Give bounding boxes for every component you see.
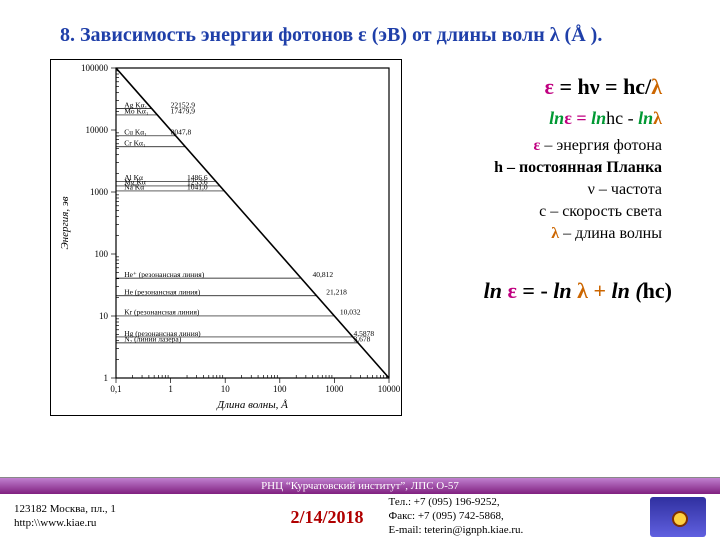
svg-text:100000: 100000 [81,63,109,73]
svg-text:N₂ (линии лазера): N₂ (линии лазера) [124,335,182,344]
svg-text:10000: 10000 [378,384,401,394]
svg-text:100: 100 [95,249,109,259]
footer-bar: РНЦ “Курчатовский институт”, ЛПС О-57 [0,477,720,494]
svg-text:8047,8: 8047,8 [171,128,192,137]
svg-text:1: 1 [168,384,173,394]
svg-text:10: 10 [221,384,231,394]
svg-text:0,1: 0,1 [110,384,121,394]
def-h: h – постоянная Планка [422,159,680,177]
def-c: c – скорость света [422,203,680,221]
svg-text:Длина волны, Å: Длина волны, Å [216,399,288,411]
svg-text:21,218: 21,218 [326,288,347,297]
footer-date: 2/14/2018 [291,507,364,528]
svg-text:10000: 10000 [86,125,109,135]
footer-address: 123182 Москва, пл., 1 http:\\www.kiae.ru [14,503,266,531]
svg-text:3,678: 3,678 [354,335,371,344]
svg-text:Na Kα: Na Kα [124,183,144,192]
svg-text:Kr (резонансная линия): Kr (резонансная линия) [124,308,200,317]
def-nu: ν – частота [422,181,680,199]
eq-main: ε = hν = hc/λ [422,74,680,100]
svg-text:Энергия, эв: Энергия, эв [59,196,71,249]
svg-text:Cr Kα₁: Cr Kα₁ [124,139,146,148]
svg-text:He⁺ (резонансная линия): He⁺ (резонансная линия) [124,270,205,279]
photon-energy-chart: 0,1110100100010000110100100010000100000Д… [50,59,402,416]
slide-title: 8. Зависимость энергии фотонов ε (эВ) от… [0,0,720,59]
eq-final: ln ε = - ln λ + ln (hc) [422,278,680,304]
footer: 123182 Москва, пл., 1 http:\\www.kiae.ru… [0,494,720,540]
footer-contact: Тел.: +7 (095) 196-9252, Факс: +7 (095) … [389,496,641,537]
svg-text:1000: 1000 [325,384,344,394]
svg-text:40,812: 40,812 [313,270,334,279]
svg-text:Cu Kα₁: Cu Kα₁ [124,128,147,137]
svg-text:10,032: 10,032 [340,308,361,317]
svg-text:He (резонансная линия): He (резонансная линия) [124,288,201,297]
svg-text:1000: 1000 [90,187,109,197]
equations-panel: ε = hν = hc/λ lnε = lnhc - lnλ ε – энерг… [422,59,680,416]
eq-log: lnε = lnhc - lnλ [422,108,680,129]
svg-text:17479,9: 17479,9 [171,107,196,116]
svg-text:100: 100 [273,384,287,394]
svg-text:Mo Kα₁: Mo Kα₁ [124,107,149,116]
svg-text:1041,0: 1041,0 [187,183,208,192]
main-row: 0,1110100100010000110100100010000100000Д… [0,59,720,416]
svg-text:1: 1 [104,373,109,383]
svg-text:10: 10 [99,311,109,321]
def-lam: λ – длина волны [422,225,680,243]
def-eps: ε – энергия фотона [422,137,680,155]
institute-logo-icon [650,497,706,537]
